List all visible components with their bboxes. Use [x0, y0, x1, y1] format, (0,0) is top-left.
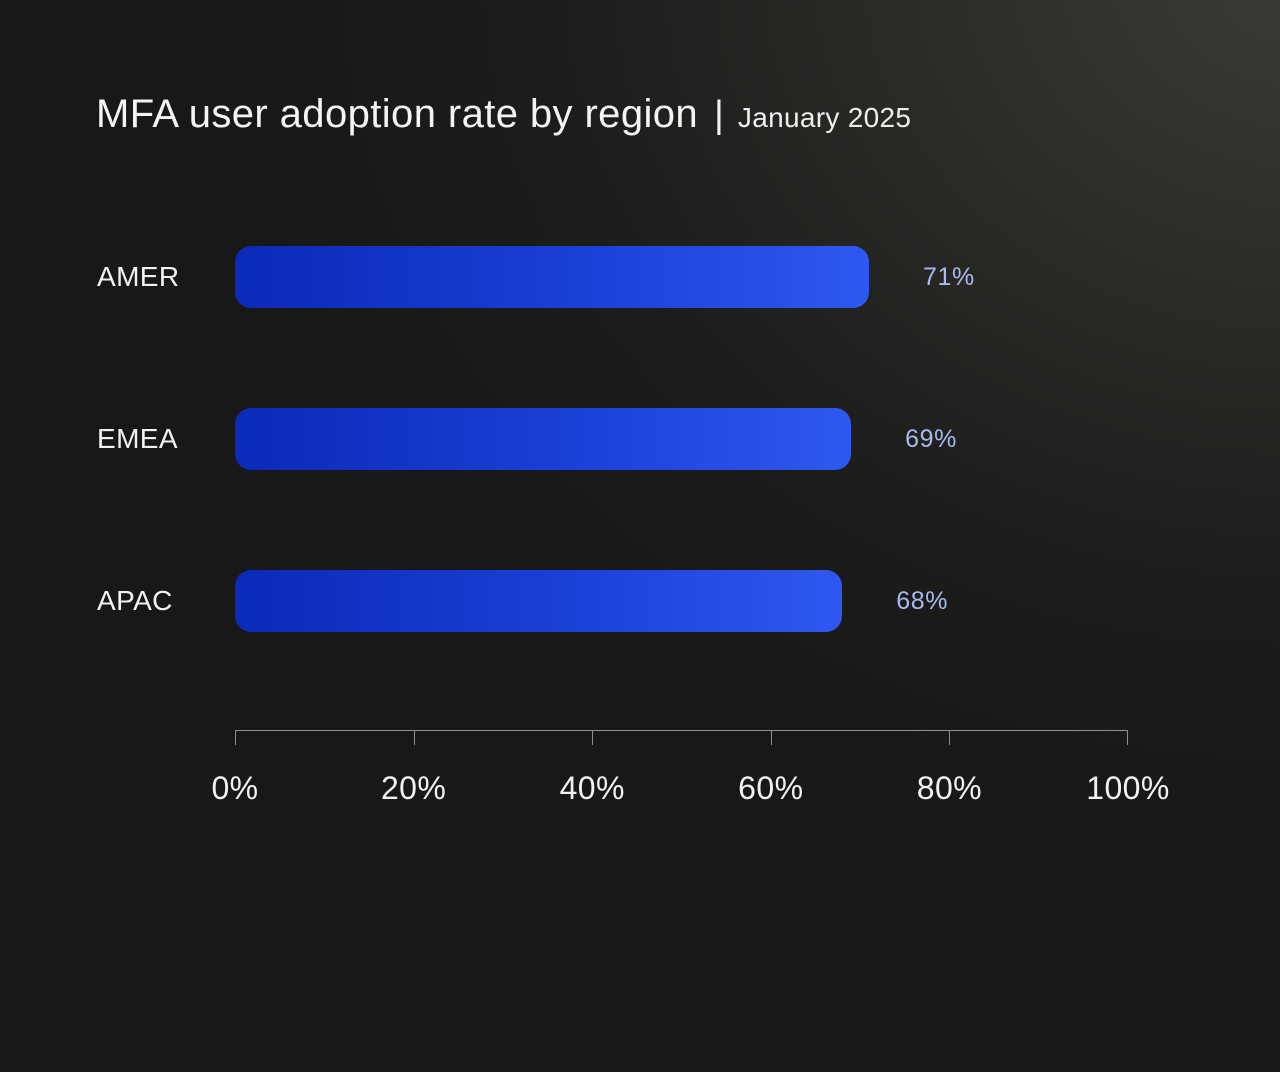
- bar-emea: [235, 408, 852, 470]
- x-axis-label-100: 100%: [1086, 770, 1170, 806]
- chart-title-separator: |: [714, 94, 724, 136]
- x-axis-tick-0: [235, 731, 236, 745]
- chart-title: MFA user adoption rate by region | Janua…: [96, 92, 911, 137]
- x-axis-tick-80: [949, 731, 951, 745]
- bar-row-apac: APAC 68%: [0, 570, 1280, 632]
- x-axis: [235, 730, 1128, 746]
- chart-title-subtitle: January 2025: [737, 102, 912, 133]
- bar-track-apac: 68%: [235, 570, 1128, 632]
- x-axis-labels: 0% 20% 40% 60% 80% 100%: [211, 770, 1169, 806]
- x-axis-label-20: 20%: [380, 770, 447, 806]
- x-axis-label-0: 0%: [211, 770, 259, 806]
- x-axis-label-40: 40%: [559, 770, 625, 806]
- chart-title-main: MFA user adoption rate by region: [96, 92, 699, 136]
- value-label-apac: 68%: [896, 586, 949, 615]
- x-axis-tick-60: [770, 731, 772, 745]
- x-axis-tick-20: [413, 731, 415, 745]
- bar-track-emea: 69%: [235, 408, 1128, 470]
- category-label-apac: APAC: [97, 585, 173, 616]
- value-label-emea: 69%: [905, 424, 957, 453]
- bar-row-amer: AMER 71%: [0, 246, 1280, 308]
- x-axis-tick-100: [1127, 731, 1128, 745]
- bar-row-emea: EMEA 69%: [0, 408, 1280, 470]
- x-axis-label-60: 60%: [738, 770, 804, 806]
- bar-track-amer: 71%: [235, 246, 1128, 308]
- bar-apac: [235, 570, 843, 632]
- bar-amer: [235, 246, 870, 308]
- bar-chart-rows: AMER 71% EMEA 69% APAC 68%: [0, 246, 1280, 732]
- category-label-emea: EMEA: [97, 423, 178, 454]
- x-axis-label-80: 80%: [916, 770, 983, 806]
- value-label-amer: 71%: [923, 262, 975, 291]
- category-label-amer: AMER: [97, 261, 180, 292]
- x-axis-tick-40: [592, 731, 594, 745]
